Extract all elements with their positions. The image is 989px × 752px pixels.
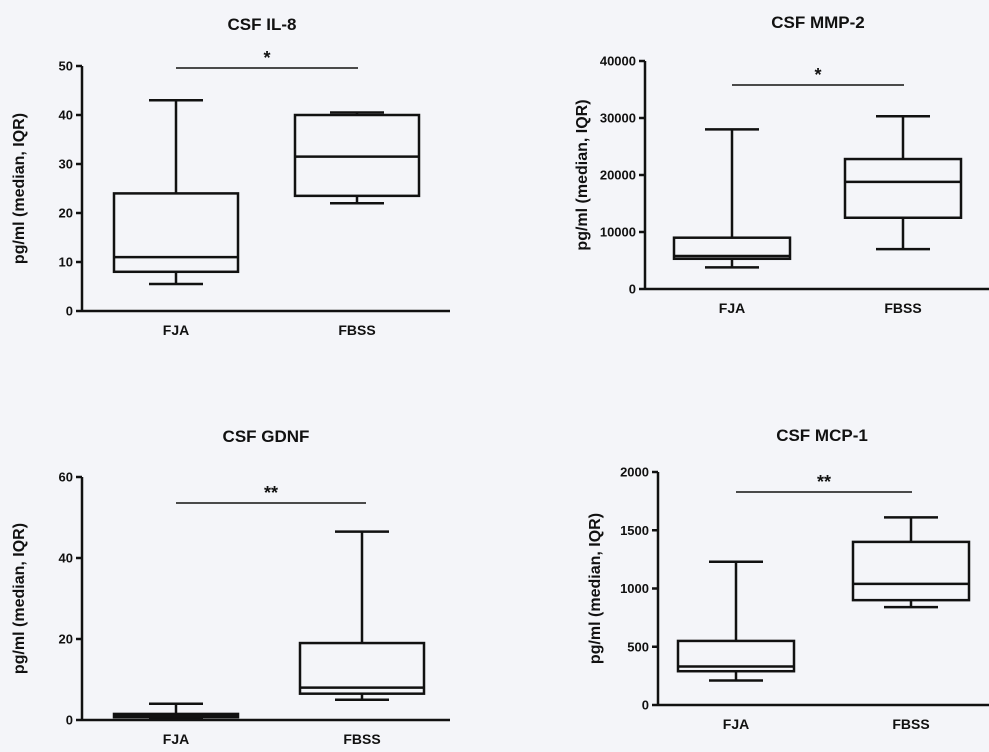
iqr-box xyxy=(843,157,963,219)
y-axis-label: pg/ml (median, IQR) xyxy=(587,513,604,664)
y-tick-label: 40 xyxy=(59,108,73,123)
chart-title: CSF MCP-1 xyxy=(776,426,868,445)
x-category-label: FJA xyxy=(163,322,189,338)
y-tick-label: 0 xyxy=(629,282,636,297)
y-tick-label: 10 xyxy=(59,255,73,270)
iqr-box xyxy=(851,540,971,602)
chart-title: CSF GDNF xyxy=(223,427,310,446)
y-tick-label: 20 xyxy=(59,206,73,221)
iqr-box xyxy=(298,641,426,695)
panel-3: CSF GDNF pg/ml (median, IQR) 0 20 40 60 FJA FBS… xyxy=(11,427,450,747)
x-category-label: FBSS xyxy=(343,731,380,747)
x-category-label: FBSS xyxy=(892,716,929,732)
iqr-box xyxy=(672,236,792,261)
box-fbss xyxy=(293,111,421,205)
significance-marker: ** xyxy=(264,483,278,503)
x-category-label: FJA xyxy=(723,716,749,732)
y-tick-label: 20 xyxy=(59,632,73,647)
y-axis-label: pg/ml (median, IQR) xyxy=(11,523,28,674)
y-tick-label: 50 xyxy=(59,59,73,74)
panel-2: CSF MMP-2 pg/ml (median, IQR) 0 10000 20000 3… xyxy=(574,13,989,316)
y-tick-label: 60 xyxy=(59,470,73,485)
chart-title: CSF IL-8 xyxy=(228,15,297,34)
significance-marker: ** xyxy=(817,472,831,492)
y-tick-label: 1000 xyxy=(620,581,649,596)
box-fbss xyxy=(851,516,971,609)
box-fja xyxy=(672,128,792,269)
y-tick-label: 40000 xyxy=(600,54,636,69)
significance-marker: * xyxy=(263,48,270,68)
y-tick-label: 30 xyxy=(59,157,73,172)
y-axis-label: pg/ml (median, IQR) xyxy=(574,99,591,250)
y-tick-label: 10000 xyxy=(600,225,636,240)
box-fbss xyxy=(843,115,963,251)
iqr-box xyxy=(676,639,796,673)
box-fja xyxy=(676,560,796,682)
x-category-label: FBSS xyxy=(338,322,375,338)
y-tick-label: 0 xyxy=(66,304,73,319)
y-tick-label: 2000 xyxy=(620,465,649,480)
chart-title: CSF MMP-2 xyxy=(771,13,865,32)
box-fja xyxy=(112,99,240,286)
y-tick-label: 500 xyxy=(627,639,649,654)
box-fja xyxy=(112,702,240,721)
significance-marker: * xyxy=(814,65,821,85)
y-axis-label: pg/ml (median, IQR) xyxy=(11,113,28,264)
y-tick-label: 20000 xyxy=(600,168,636,183)
panel-4: CSF MCP-1 pg/ml (median, IQR) 0 500 1000 1500… xyxy=(587,426,989,732)
x-category-label: FJA xyxy=(719,300,745,316)
y-tick-label: 40 xyxy=(59,551,73,566)
y-tick-label: 0 xyxy=(66,713,73,728)
y-tick-label: 0 xyxy=(642,698,649,713)
x-category-label: FBSS xyxy=(884,300,921,316)
panel-1: CSF IL-8 pg/ml (median, IQR) 0 10 20 30 40 50 FJ… xyxy=(11,15,450,338)
y-tick-label: 1500 xyxy=(620,523,649,538)
x-category-label: FJA xyxy=(163,731,189,747)
y-tick-label: 30000 xyxy=(600,111,636,126)
iqr-box xyxy=(112,192,240,274)
box-fbss xyxy=(298,530,426,701)
